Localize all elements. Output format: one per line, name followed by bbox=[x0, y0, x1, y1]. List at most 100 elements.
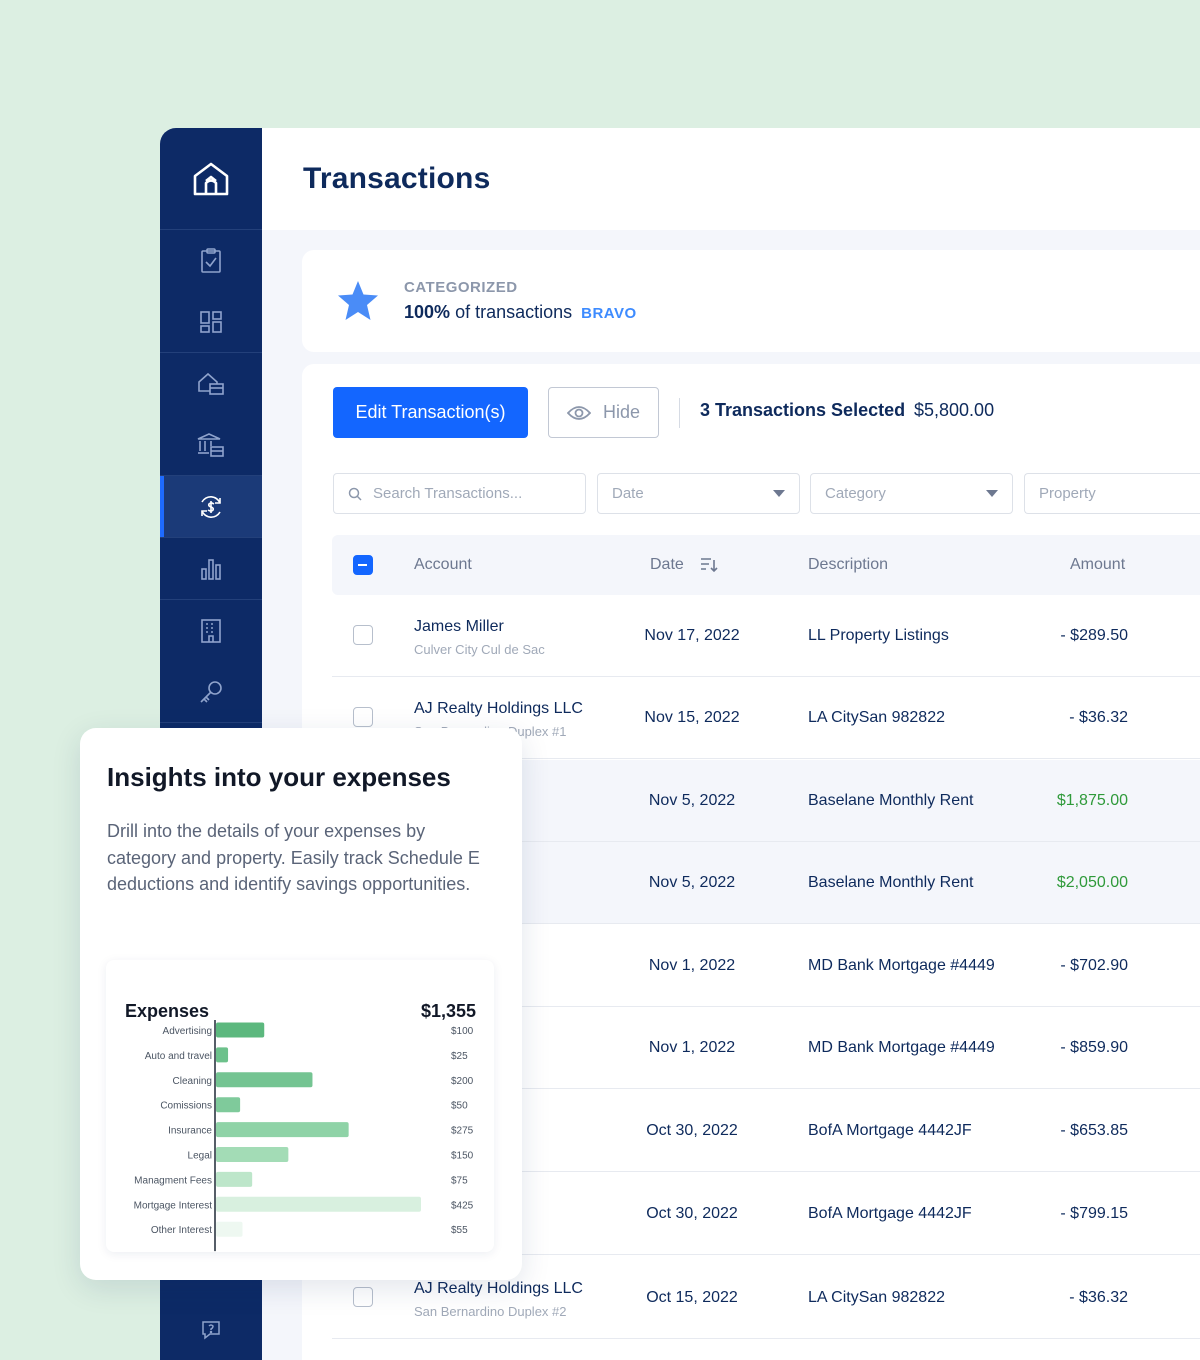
search-icon bbox=[348, 487, 362, 501]
row-description: MD Bank Mortgage #4449 bbox=[808, 1039, 995, 1056]
sidebar-item-properties[interactable] bbox=[160, 353, 262, 414]
row-description: LA CitySan 982822 bbox=[808, 709, 945, 726]
category-label: Auto and travel bbox=[145, 1051, 212, 1062]
insights-description: Drill into the details of your expenses … bbox=[107, 821, 480, 894]
expense-bar[interactable] bbox=[216, 1072, 313, 1088]
row-description: Baselane Monthly Rent bbox=[808, 792, 974, 809]
value-label: $200 bbox=[451, 1076, 474, 1087]
row-property: San Bernardino Duplex #2 bbox=[414, 1304, 567, 1319]
categorized-percent: 100% bbox=[404, 302, 451, 322]
insights-card: Insights into your expenses Drill into t… bbox=[80, 728, 522, 1280]
expense-bar[interactable] bbox=[216, 1047, 229, 1063]
key-icon bbox=[200, 680, 222, 703]
row-date: Oct 30, 2022 bbox=[646, 1122, 738, 1139]
row-amount: - $289.50 bbox=[1060, 627, 1128, 644]
home-logo-icon[interactable] bbox=[160, 128, 262, 230]
row-amount: - $799.15 bbox=[1060, 1205, 1128, 1222]
row-amount: - $653.85 bbox=[1060, 1122, 1128, 1139]
sidebar-item-dashboard[interactable] bbox=[160, 291, 262, 352]
row-amount: - $702.90 bbox=[1060, 957, 1128, 974]
search-input[interactable]: Search Transactions... bbox=[333, 473, 586, 514]
value-label: $425 bbox=[451, 1200, 474, 1211]
row-checkbox[interactable] bbox=[353, 1287, 373, 1307]
value-label: $50 bbox=[451, 1101, 468, 1112]
category-label: Comissions bbox=[160, 1101, 212, 1112]
value-label: $100 bbox=[451, 1026, 474, 1037]
value-label: $150 bbox=[451, 1151, 474, 1162]
row-date: Nov 15, 2022 bbox=[644, 709, 740, 726]
header-date[interactable]: Date bbox=[650, 556, 718, 574]
sort-icon bbox=[700, 558, 718, 573]
sidebar-item-reports[interactable] bbox=[160, 538, 262, 599]
property-filter[interactable]: Property bbox=[1024, 473, 1200, 514]
row-account: AJ Realty Holdings LLC bbox=[414, 700, 583, 717]
category-filter[interactable]: Category bbox=[810, 473, 1013, 514]
expense-bar[interactable] bbox=[216, 1122, 349, 1138]
select-all-checkbox[interactable] bbox=[353, 555, 373, 575]
help-button[interactable] bbox=[160, 1310, 262, 1350]
chevron-down-icon bbox=[986, 490, 998, 497]
eye-icon bbox=[566, 405, 591, 420]
edit-transactions-button[interactable]: Edit Transaction(s) bbox=[333, 387, 528, 438]
row-date: Oct 30, 2022 bbox=[646, 1205, 738, 1222]
category-label: Other Interest bbox=[151, 1225, 212, 1236]
value-label: $25 bbox=[451, 1051, 468, 1062]
table-row[interactable]: AJ Realty Holdings LLC San Bernardino Dup… bbox=[332, 1257, 1200, 1339]
table-row[interactable]: James Miller Culver City Cul de Sac Nov 17… bbox=[332, 595, 1200, 677]
row-description: BofA Mortgage 4442JF bbox=[808, 1205, 972, 1222]
home-card-icon bbox=[198, 372, 224, 395]
row-date: Nov 1, 2022 bbox=[648, 957, 736, 974]
expenses-bar-chart: Advertising $100 Auto and travel $25 Cleanin… bbox=[134, 1020, 474, 1252]
expense-bar[interactable] bbox=[216, 1147, 289, 1162]
header-description: Description bbox=[808, 556, 889, 573]
sidebar-item-buildings[interactable] bbox=[160, 600, 262, 661]
expense-bar[interactable] bbox=[216, 1196, 421, 1212]
sidebar-item-transactions[interactable] bbox=[160, 476, 262, 537]
category-label: Cleaning bbox=[173, 1076, 212, 1087]
dashboard-grid-icon bbox=[200, 310, 222, 333]
row-description: Baselane Monthly Rent bbox=[808, 874, 974, 891]
row-checkbox[interactable] bbox=[353, 625, 373, 645]
category-label: Insurance bbox=[168, 1126, 212, 1137]
header-date-label: Date bbox=[650, 556, 684, 573]
category-label: Mortgage Interest bbox=[134, 1200, 213, 1211]
categorized-card: CATEGORIZED 100% of transactions BRAVO bbox=[302, 250, 1200, 352]
header-amount: Amount bbox=[1070, 556, 1126, 573]
bravo-badge: BRAVO bbox=[581, 305, 637, 322]
row-amount: $2,050.00 bbox=[1056, 874, 1128, 891]
bar-chart-icon bbox=[201, 558, 221, 580]
hide-label: Hide bbox=[602, 402, 641, 422]
row-checkbox[interactable] bbox=[353, 707, 373, 727]
date-filter[interactable]: Date bbox=[597, 473, 800, 514]
expense-bar[interactable] bbox=[216, 1221, 243, 1237]
insights-title: Insights into your expenses bbox=[107, 762, 451, 792]
sidebar-item-tasks[interactable] bbox=[160, 230, 262, 291]
row-account: James Miller bbox=[414, 618, 504, 635]
page-header: Transactions bbox=[262, 128, 1200, 230]
expenses-total: $1,355 bbox=[420, 1001, 476, 1021]
row-amount: - $859.90 bbox=[1060, 1039, 1128, 1056]
row-description: LL Property Listings bbox=[808, 627, 949, 644]
row-description: BofA Mortgage 4442JF bbox=[808, 1122, 972, 1139]
hide-button[interactable]: Hide bbox=[548, 387, 659, 438]
value-label: $75 bbox=[451, 1175, 468, 1186]
help-chat-icon bbox=[202, 1321, 220, 1340]
star-icon bbox=[338, 281, 378, 320]
category-filter-label: Category bbox=[825, 485, 886, 502]
selected-amount: $5,800.00 bbox=[914, 400, 995, 420]
date-filter-label: Date bbox=[612, 485, 644, 502]
categorized-text: of transactions bbox=[455, 302, 573, 322]
row-date: Nov 5, 2022 bbox=[648, 792, 736, 809]
sidebar-item-keys[interactable] bbox=[160, 661, 262, 722]
sidebar-item-banking[interactable] bbox=[160, 414, 262, 475]
clipboard-check-icon bbox=[201, 247, 221, 273]
category-label: Advertising bbox=[163, 1026, 212, 1037]
expense-bar[interactable] bbox=[216, 1097, 241, 1113]
row-date: Oct 15, 2022 bbox=[646, 1289, 738, 1306]
search-placeholder: Search Transactions... bbox=[373, 485, 523, 502]
expense-bar[interactable] bbox=[216, 1022, 265, 1038]
expense-bar[interactable] bbox=[216, 1171, 253, 1187]
row-description: MD Bank Mortgage #4449 bbox=[808, 957, 995, 974]
row-date: Nov 5, 2022 bbox=[648, 874, 736, 891]
